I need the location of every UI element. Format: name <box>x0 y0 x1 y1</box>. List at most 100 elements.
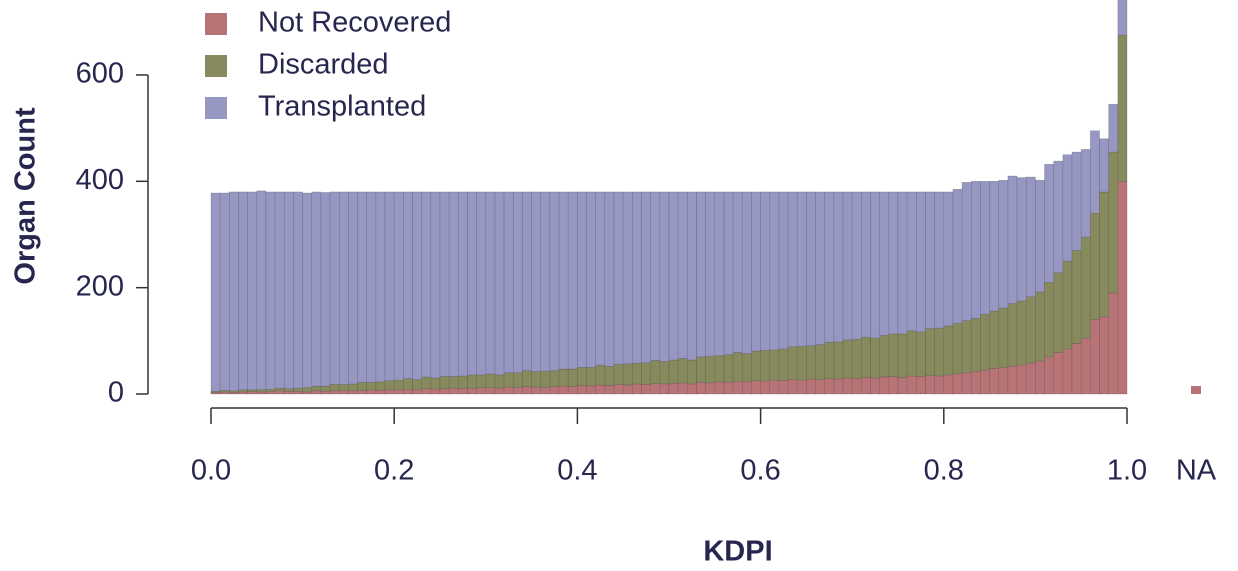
bar-segment <box>787 379 798 395</box>
bar-segment <box>705 355 716 384</box>
bar-segment <box>833 191 844 343</box>
bar-segment <box>1035 360 1045 395</box>
x-tick-label: 1.0 <box>1107 455 1147 487</box>
bar-segment <box>632 191 642 364</box>
x-tick-label: 0.2 <box>374 455 414 487</box>
bar-segment <box>888 376 899 395</box>
bar-segment <box>906 375 917 395</box>
bar-segment <box>448 387 459 395</box>
bar-segment <box>613 191 624 365</box>
bar-segment <box>256 391 267 395</box>
bar-segment <box>723 191 734 355</box>
bar-segment <box>732 191 743 353</box>
bar-segment <box>467 191 477 376</box>
bar-segment <box>1117 181 1128 395</box>
bar-segment <box>650 383 661 395</box>
bar-segment <box>778 380 789 395</box>
bar-segment <box>1099 191 1109 318</box>
bar-segment <box>879 335 890 378</box>
bar-segment <box>998 179 1009 309</box>
bar-segment <box>265 391 276 395</box>
bar-segment <box>778 348 789 382</box>
bar-segment <box>751 191 761 352</box>
bar-segment <box>677 191 688 359</box>
bar-segment <box>1062 348 1073 395</box>
bar-segment <box>668 191 679 361</box>
bar-segment <box>219 391 230 395</box>
bar-segment <box>512 372 523 388</box>
bar-segment <box>723 354 734 383</box>
bar-segment <box>366 389 377 395</box>
bar-segment <box>283 391 294 395</box>
bar-segment <box>476 374 487 388</box>
bar-segment <box>622 363 633 386</box>
bar-segment <box>622 384 633 395</box>
bar-segment <box>595 191 606 366</box>
y-tick-label: 0 <box>108 377 124 409</box>
bar-segment <box>659 383 670 395</box>
bar-segment <box>577 191 587 368</box>
bar-segment <box>274 387 285 392</box>
bar-segment <box>522 191 532 371</box>
bar-segment <box>357 191 368 383</box>
bar-segment <box>952 322 963 375</box>
bar-segment <box>714 191 725 357</box>
bar-segment <box>274 191 285 389</box>
bar-segment <box>970 318 981 372</box>
bar-segment <box>650 360 661 384</box>
bar-segment <box>476 191 487 376</box>
bar-segment <box>1053 160 1064 274</box>
y-tick-label: 400 <box>76 164 124 196</box>
bar-segment <box>833 378 844 395</box>
legend-swatch <box>205 13 227 35</box>
bar-segment <box>741 381 752 395</box>
bar-segment <box>668 383 679 395</box>
y-tick-label: 200 <box>76 270 124 302</box>
legend-swatch <box>205 97 227 119</box>
bar-segment <box>1071 151 1082 251</box>
bar-segment <box>1062 260 1073 350</box>
bar-segment <box>815 379 826 395</box>
bar-segment <box>687 191 697 361</box>
bar-segment <box>430 377 441 390</box>
bar-segment <box>1007 366 1018 395</box>
bar-segment <box>320 385 331 392</box>
bar-segment <box>503 372 514 388</box>
bar-segment <box>723 382 734 395</box>
bar-segment <box>1062 154 1073 262</box>
bar-segment <box>1117 0 1128 36</box>
bar-segment <box>613 363 624 385</box>
bar-segment <box>567 191 578 370</box>
bar-segment <box>916 191 926 333</box>
bar-segment <box>989 368 1000 395</box>
bar-segment <box>283 388 294 392</box>
y-tick-label: 600 <box>76 58 124 90</box>
bar-segment <box>595 384 606 395</box>
legend-swatch <box>205 55 227 77</box>
bar-segment <box>247 191 258 391</box>
bar-segment <box>1099 316 1109 395</box>
bar-segment <box>961 320 972 374</box>
bar-segment <box>540 191 551 372</box>
bar-segment <box>412 379 422 391</box>
x-tick-label: 0.6 <box>740 455 780 487</box>
bar-segment <box>970 181 981 319</box>
bar-segment <box>384 380 395 391</box>
bar-segment <box>439 388 450 395</box>
legend-label: Transplanted <box>258 91 426 123</box>
bar-segment <box>338 389 349 395</box>
bar-segment <box>806 345 816 380</box>
bar-segment <box>842 191 853 341</box>
y-axis-label: Organ Count <box>10 107 42 285</box>
bar-segment <box>467 374 477 389</box>
bar-segment <box>769 379 780 395</box>
bar-segment <box>375 191 386 383</box>
bar-segment <box>329 384 340 392</box>
bar-segment <box>934 191 945 329</box>
bar-segment <box>906 191 917 332</box>
bar-segment <box>412 389 422 395</box>
bar-segment <box>1025 296 1036 364</box>
bar-segment <box>302 387 313 393</box>
bar-segment <box>485 373 496 388</box>
bar-segment <box>1080 337 1091 395</box>
